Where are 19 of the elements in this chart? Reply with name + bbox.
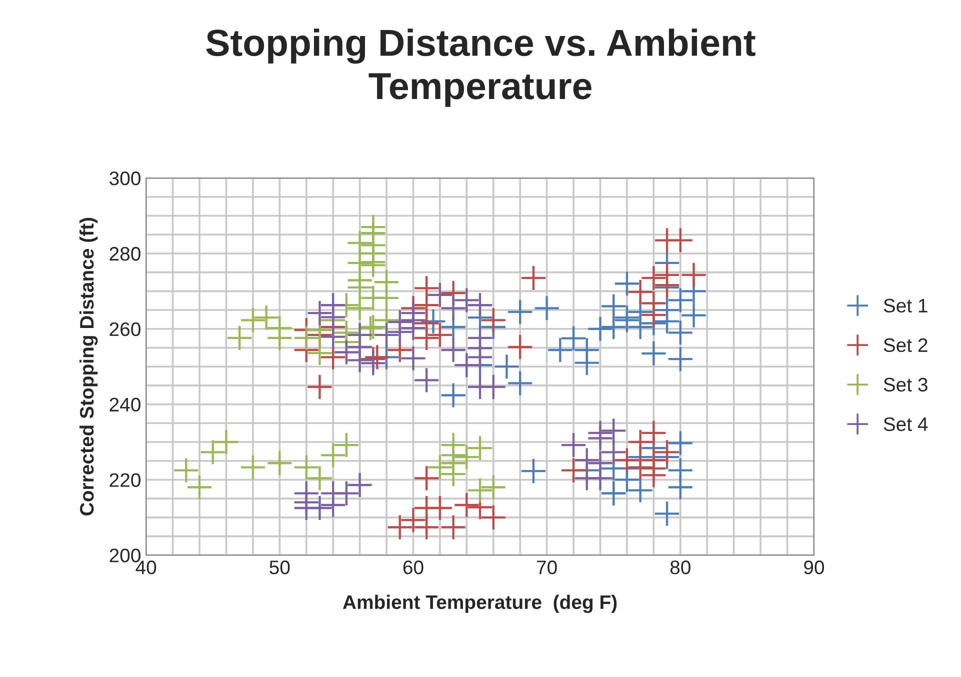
x-axis-title: Ambient Temperature (deg F) <box>342 594 617 614</box>
x-tick-label: 60 <box>403 560 424 574</box>
legend-label: Set 3 <box>884 378 928 392</box>
legend-label: Set 4 <box>884 417 928 432</box>
x-tick-label: 70 <box>536 560 557 574</box>
legend-label: Set 2 <box>884 338 928 352</box>
y-axis-title: Corrected Stopping Distance (ft) <box>79 218 98 516</box>
y-tick-label: 200 <box>110 548 140 562</box>
x-tick-label: 90 <box>804 560 824 574</box>
chart-title: Stopping Distance vs. Ambient Temperature <box>206 28 756 107</box>
y-tick-label: 240 <box>110 398 140 412</box>
x-tick-label: 40 <box>136 560 156 574</box>
x-tick-label: 50 <box>270 560 290 574</box>
x-tick-label: 80 <box>670 560 690 574</box>
y-tick-label: 280 <box>110 246 140 261</box>
y-tick-label: 220 <box>110 473 140 487</box>
y-tick-label: 300 <box>110 172 140 186</box>
legend-label: Set 1 <box>884 298 928 313</box>
y-tick-label: 260 <box>110 322 140 336</box>
